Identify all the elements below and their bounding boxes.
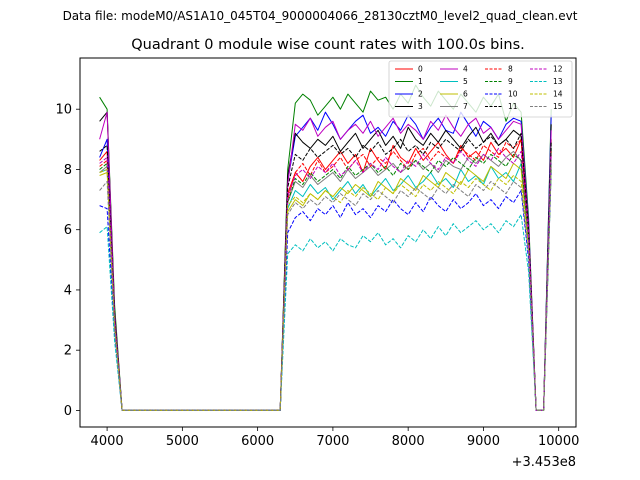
y-tick-label: 2 — [64, 344, 72, 359]
y-tick-label: 6 — [64, 223, 72, 238]
series-line-11 — [99, 132, 552, 411]
legend-label-12: 12 — [553, 65, 563, 74]
x-tick-label: 5000 — [166, 434, 199, 449]
y-tick-label: 10 — [55, 103, 72, 118]
axes-frame — [79, 57, 577, 428]
y-tick-label: 8 — [64, 163, 72, 178]
x-tick-label: 9000 — [467, 434, 500, 449]
legend-label-6: 6 — [463, 90, 468, 99]
legend-label-14: 14 — [553, 90, 563, 99]
legend-label-1: 1 — [418, 77, 423, 86]
series-group — [99, 84, 552, 411]
legend-label-2: 2 — [418, 90, 423, 99]
legend-label-8: 8 — [508, 65, 513, 74]
chart-title: Quadrant 0 module wise count rates with … — [131, 37, 525, 53]
x-axis-ticks: 4000 5000 6000 7000 8000 9000 10000 — [91, 427, 579, 449]
legend-box — [388, 60, 573, 118]
legend-label-5: 5 — [463, 77, 468, 86]
x-tick-label: 8000 — [392, 434, 425, 449]
x-tick-label: 6000 — [241, 434, 274, 449]
legend-label-7: 7 — [463, 102, 468, 111]
legend-label-13: 13 — [553, 77, 563, 86]
legend-label-9: 9 — [508, 77, 513, 86]
y-tick-label: 0 — [64, 404, 72, 419]
x-tick-label: 10000 — [538, 434, 579, 449]
x-tick-label: 4000 — [91, 434, 124, 449]
plot-area: 4000 5000 6000 7000 8000 9000 10000 0 2 4 6 8 10 0 1… — [55, 57, 579, 449]
series-line-15 — [99, 160, 552, 411]
y-tick-label: 4 — [64, 283, 72, 298]
x-tick-label: 7000 — [316, 434, 349, 449]
legend-label-4: 4 — [463, 65, 468, 74]
legend-label-15: 15 — [553, 102, 563, 111]
chart-suptitle: Data file: modeM0/AS1A10_045T04_90000040… — [63, 9, 578, 23]
legend-label-10: 10 — [508, 90, 518, 99]
y-axis-ticks: 0 2 4 6 8 10 — [55, 103, 80, 419]
x-axis-offset-label: +3.453e8 — [512, 455, 576, 470]
legend-label-0: 0 — [418, 65, 423, 74]
legend-label-11: 11 — [508, 102, 518, 111]
legend-label-3: 3 — [418, 102, 423, 111]
